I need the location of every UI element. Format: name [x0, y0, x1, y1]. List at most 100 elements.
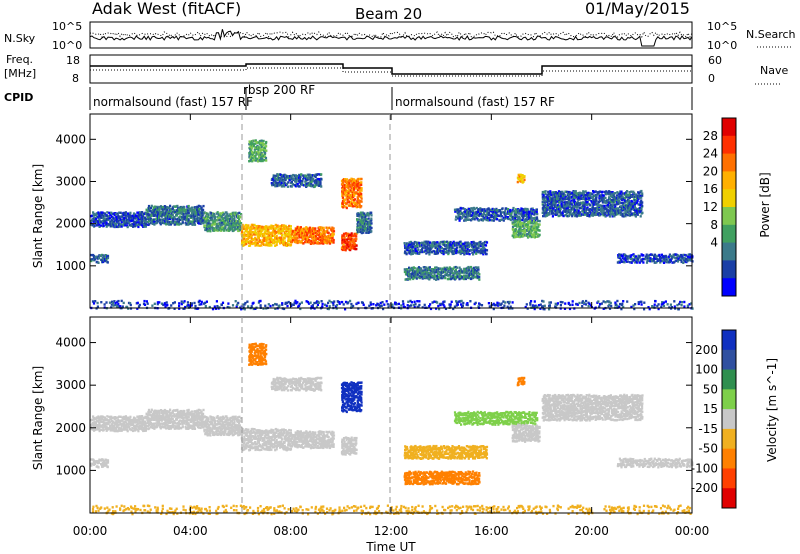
power-marks-cell	[402, 302, 405, 306]
power-marks-cell	[249, 158, 253, 162]
power-marks-cell	[96, 301, 99, 305]
power-marks-cell	[152, 218, 155, 221]
power-marks-cell	[462, 270, 466, 273]
power-marks-cell	[119, 305, 122, 308]
power-marks-cell	[151, 222, 154, 225]
power-marks-cell	[111, 225, 114, 228]
power-marks-cell	[292, 173, 295, 177]
power-marks-cell	[644, 255, 647, 258]
power-marks-cell	[260, 139, 263, 142]
power-marks-cell	[453, 208, 457, 211]
power-marks-cell	[454, 265, 457, 269]
power-marks-cell	[562, 206, 565, 210]
power-marks-cell	[542, 194, 545, 197]
power-marks-cell	[536, 212, 539, 216]
power-marks-cell	[178, 222, 181, 225]
power-marks-cell	[240, 222, 243, 225]
power-marks-cell	[451, 269, 454, 272]
power-marks-cell	[341, 300, 344, 304]
power-marks-cell	[618, 256, 621, 260]
power-marks-cell	[172, 205, 175, 208]
power-marks-cell	[568, 194, 571, 197]
power-marks-cell	[316, 303, 319, 306]
power-marks-cell	[231, 304, 235, 307]
power-marks-cell	[558, 201, 561, 204]
power-marks-cell	[584, 209, 588, 213]
power-marks-cell	[257, 148, 260, 152]
power-marks-cell	[124, 222, 127, 225]
power-marks-cell	[307, 227, 310, 230]
power-marks-cell	[160, 207, 163, 211]
power-marks-cell	[294, 174, 297, 177]
power-marks-cell	[221, 223, 224, 226]
power-marks-cell	[315, 180, 318, 183]
power-marks-cell	[144, 225, 147, 228]
power-marks-cell	[254, 139, 257, 142]
power-marks-cell	[586, 203, 589, 206]
power-marks-cell	[145, 222, 148, 226]
power-marks-cell	[633, 191, 636, 195]
power-marks-cell	[661, 259, 664, 263]
power-marks-cell	[306, 182, 309, 185]
power-marks-cell	[275, 178, 278, 181]
power-marks-cell	[310, 231, 313, 234]
power-marks-cell	[443, 300, 446, 303]
power-marks-cell	[511, 234, 514, 237]
power-marks-cell	[513, 223, 516, 226]
power-marks-cell	[370, 214, 373, 217]
power-marks-cell	[465, 218, 468, 221]
power-marks-cell	[123, 221, 126, 224]
power-marks-cell	[187, 211, 190, 215]
power-marks-cell	[257, 232, 260, 235]
power-marks-cell	[365, 231, 368, 234]
power-marks-cell	[617, 207, 620, 210]
power-marks-cell	[437, 272, 440, 275]
power-marks-cell	[633, 212, 636, 215]
power-marks-cell	[414, 241, 417, 244]
power-marks-cell	[464, 271, 467, 274]
power-marks-cell	[586, 206, 589, 209]
power-marks-cell	[327, 231, 330, 235]
power-marks-cell	[198, 303, 201, 306]
power-marks-cell	[298, 233, 301, 237]
power-marks-cell	[538, 219, 541, 223]
power-marks-cell	[288, 224, 291, 228]
power-marks-cell	[442, 252, 445, 256]
power-marks-cell	[621, 212, 624, 216]
power-marks-cell	[605, 190, 608, 193]
power-marks-cell	[349, 242, 352, 245]
power-marks-cell	[593, 212, 596, 215]
power-marks-cell	[341, 202, 344, 205]
power-marks-cell	[351, 190, 354, 194]
power-marks-cell	[348, 204, 351, 207]
power-marks-cell	[125, 217, 128, 220]
power-marks-cell	[434, 269, 437, 272]
power-marks-cell	[403, 306, 406, 309]
power-marks-cell	[630, 257, 633, 260]
power-marks-cell	[156, 213, 159, 216]
power-marks-cell	[287, 239, 290, 242]
power-marks-cell	[352, 201, 355, 204]
power-marks-cell	[175, 205, 178, 208]
power-marks-cell	[259, 141, 262, 145]
station-title: Adak West (fitACF)	[92, 0, 241, 18]
power-marks-cell	[298, 178, 301, 181]
power-marks-cell	[467, 218, 470, 221]
power-marks-cell	[604, 215, 607, 218]
power-marks-cell	[295, 240, 298, 243]
power-marks-cell	[614, 211, 617, 214]
power-marks-cell	[252, 301, 255, 305]
power-marks-cell	[341, 236, 344, 239]
power-marks-cell	[120, 225, 123, 228]
power-marks-cell	[508, 211, 511, 215]
power-marks-cell	[445, 247, 448, 250]
power-marks-cell	[607, 199, 610, 203]
power-marks-cell	[467, 265, 470, 269]
power-marks-cell	[214, 307, 217, 310]
power-marks-cell	[668, 253, 671, 256]
power-marks-cell	[180, 209, 183, 212]
power-marks-cell	[183, 307, 186, 310]
power-marks-cell	[473, 218, 476, 221]
power-marks-cell	[387, 306, 390, 309]
power-marks-cell	[473, 268, 476, 272]
